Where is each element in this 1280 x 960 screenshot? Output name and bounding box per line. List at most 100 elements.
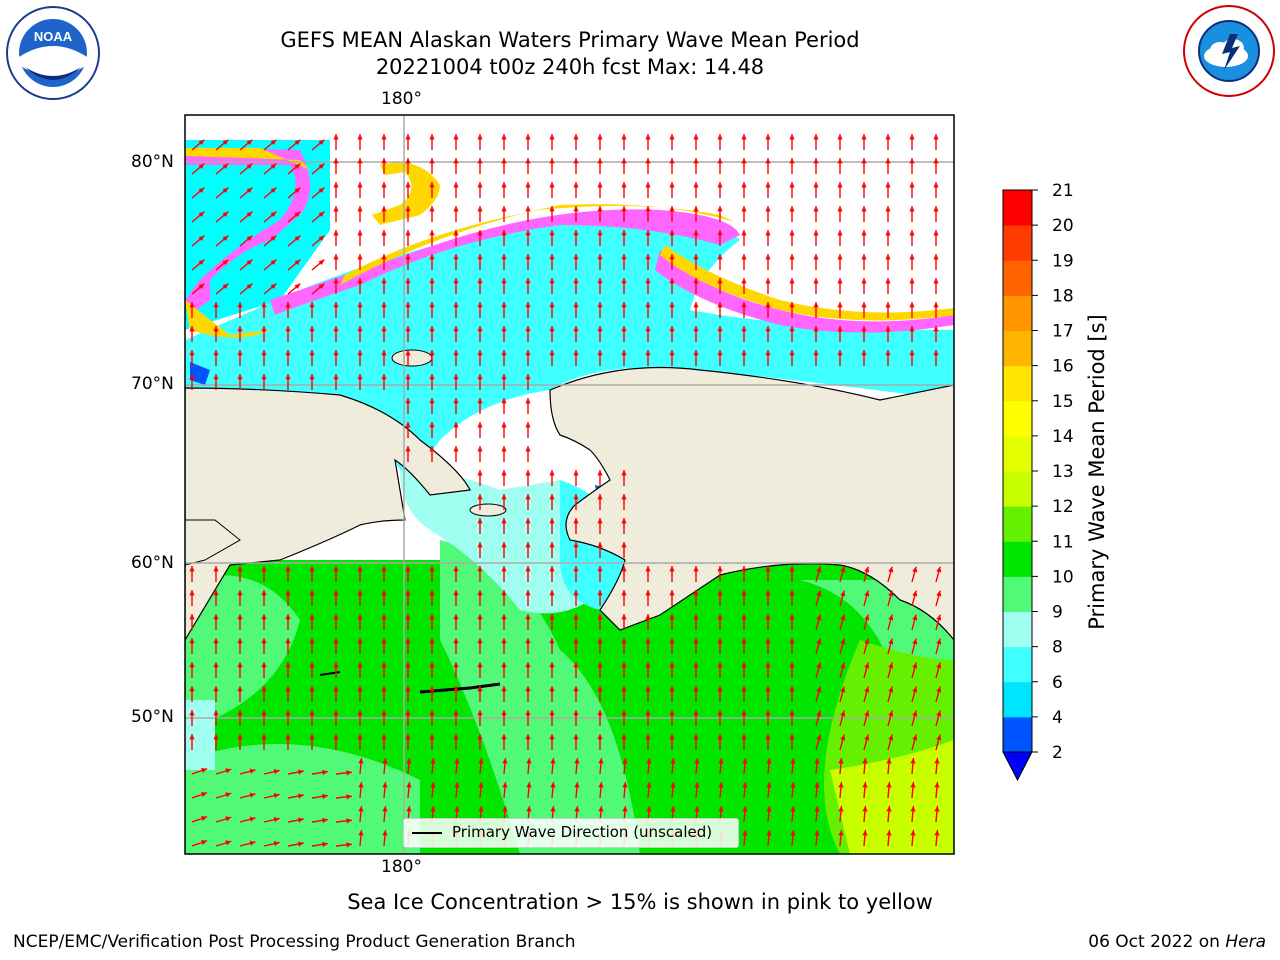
wave-arrow-head <box>261 686 267 692</box>
wave-arrow-head <box>198 259 205 266</box>
wave-arrow-head <box>213 590 219 596</box>
noaa-logo: NOAA <box>6 6 100 100</box>
wave-arrow-head <box>597 710 603 716</box>
wave-arrow-head <box>693 278 699 284</box>
wave-arrow-head <box>621 470 627 476</box>
wave-arrow-head <box>622 806 628 812</box>
wave-arrow-head <box>669 302 675 308</box>
wave-arrow-head <box>189 374 195 380</box>
wave-arrow-head <box>837 134 843 140</box>
wave-arrow-head <box>285 302 291 308</box>
wave-arrow-head <box>741 734 747 740</box>
sea-ice-note: Sea Ice Concentration > 15% is shown in … <box>347 890 933 914</box>
wave-arrow-head <box>549 662 555 668</box>
wave-arrow-head <box>909 134 915 140</box>
wave-arrow-head <box>645 326 651 332</box>
lat-label: 80°N <box>131 152 174 172</box>
wave-arrow-head <box>405 422 411 428</box>
wave-arrow-head <box>477 518 483 524</box>
wave-arrow-head <box>477 710 483 716</box>
wave-arrow-head <box>597 134 603 140</box>
wave-arrow-head <box>573 614 579 620</box>
wave-arrow-head <box>717 638 723 644</box>
wave-arrow-head <box>670 782 676 788</box>
colorbar-segment <box>1003 716 1032 753</box>
wave-arrow-head <box>318 259 325 266</box>
wave-arrow-head <box>309 734 315 740</box>
sea-ice-edge <box>185 148 310 315</box>
wave-arrow-head <box>477 542 483 548</box>
wave-arrow-head <box>621 206 627 212</box>
wave-arrow-head <box>597 206 603 212</box>
colorbar-segment <box>1003 611 1032 648</box>
wave-arrow-head <box>837 158 843 164</box>
wave-arrow-head <box>693 326 699 332</box>
wave-arrow-head <box>597 302 603 308</box>
wave-arrow-head <box>213 638 219 644</box>
wave-arrow-head <box>864 734 870 741</box>
wave-arrow-head <box>502 806 508 812</box>
wave-arrow-head <box>429 422 435 428</box>
wave-arrow-head <box>621 566 627 572</box>
wave-arrow-head <box>309 686 315 692</box>
wave-arrow-head <box>597 494 603 500</box>
wave-arrow-head <box>477 278 483 284</box>
wave-arrow-head <box>813 254 819 260</box>
wave-arrow-head <box>669 686 675 692</box>
wave-arrow-head <box>645 230 651 236</box>
wave-arrow-head <box>246 283 253 290</box>
wave-arrow-head <box>936 638 942 645</box>
wave-arrow-head <box>910 782 916 788</box>
wave-arrow-head <box>813 230 819 236</box>
wave-arrow-head <box>885 326 891 332</box>
wave-arrow-head <box>573 494 579 500</box>
wave-arrow-head <box>429 254 435 260</box>
wave-arrow-head <box>309 302 315 308</box>
wave-arrow-head <box>549 638 555 644</box>
wave-arrow-head <box>358 782 364 788</box>
wave-arrow-head <box>294 235 301 242</box>
wave-arrow-head <box>381 638 387 644</box>
wave-arrow-head <box>861 302 867 308</box>
map-legend: Primary Wave Direction (unscaled) <box>403 818 739 848</box>
wave-arrow-head <box>936 590 942 597</box>
wave-arrow-head <box>225 816 232 822</box>
wave-arrow-head <box>222 259 229 266</box>
wave-arrow-head <box>789 590 795 596</box>
wave-arrow-head <box>693 614 699 620</box>
wave-arrow-head <box>741 182 747 188</box>
wave-arrow-head <box>237 374 243 380</box>
wave-arrow-head <box>309 326 315 332</box>
wave-arrow-head <box>405 710 411 716</box>
wave-arrow-head <box>501 542 507 548</box>
wave-arrow-head <box>669 134 675 140</box>
wave-arrow-head <box>189 566 195 572</box>
wave-arrow-head <box>381 302 387 308</box>
wave-arrow-head <box>669 158 675 164</box>
colorbar-tick-label: 9 <box>1052 603 1063 623</box>
colorbar-tick-label: 10 <box>1052 567 1074 587</box>
wave-arrow-head <box>405 590 411 596</box>
wave-arrow-head <box>597 638 603 644</box>
wave-arrow-head <box>525 254 531 260</box>
wave-arrow-head <box>381 614 387 620</box>
wave-arrow-head <box>430 758 436 764</box>
wave-arrow-head <box>765 278 771 284</box>
wave-arrow-head <box>718 758 724 764</box>
wave-arrow-head <box>912 638 918 645</box>
wave-arrow-head <box>837 326 843 332</box>
wave-arrow-head <box>693 686 699 692</box>
wave-arrow-head <box>910 758 916 764</box>
wave-arrow-head <box>645 662 651 668</box>
wave-arrow-head <box>246 163 253 170</box>
wave-arrow-head <box>322 817 328 824</box>
colorbar-tick-label: 21 <box>1052 181 1074 201</box>
wave-arrow-head <box>912 590 918 597</box>
wave-arrow-head <box>501 494 507 500</box>
wave-arrow-head <box>285 734 291 740</box>
wave-arrow-head <box>405 686 411 692</box>
wave-arrow-head <box>621 230 627 236</box>
colorbar-tick-label: 15 <box>1052 392 1074 412</box>
wave-arrow-head <box>357 686 363 692</box>
wave-arrow-head <box>693 182 699 188</box>
